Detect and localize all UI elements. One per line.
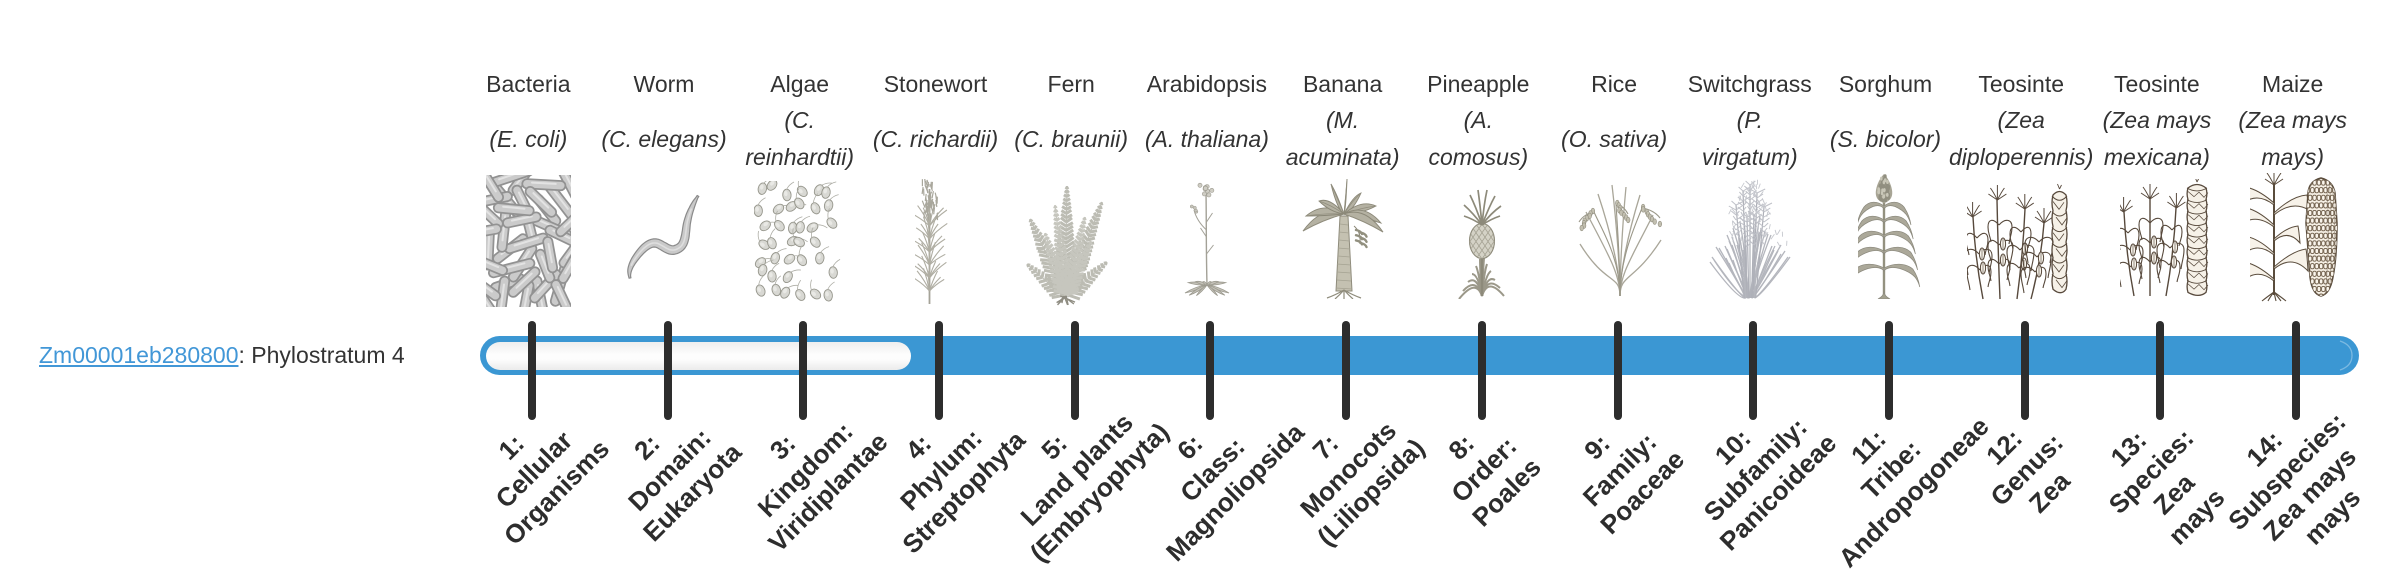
- svg-text:4:Phylum:Streptophyta: 4:Phylum:Streptophyta: [851, 379, 1031, 559]
- svg-text:13:Species:Zeamays: 13:Species:Zeamays: [2080, 400, 2245, 565]
- svg-text:7:Monocots(Liliopsida): 7:Monocots(Liliopsida): [1266, 387, 1431, 552]
- svg-text:3:Kingdom:Viridiplantae: 3:Kingdom:Viridiplantae: [717, 381, 893, 557]
- svg-text:1:CellularOrganisms: 1:CellularOrganisms: [453, 388, 616, 551]
- svg-text:8:Order:Poales: 8:Order:Poales: [1421, 407, 1547, 533]
- svg-text:14:Subspecies:Zea maysmays: 14:Subspecies:Zea maysmays: [2199, 384, 2396, 580]
- svg-text:2:Domain:Eukaryota: 2:Domain:Eukaryota: [592, 391, 748, 547]
- svg-text:9:Family:Poaceae: 9:Family:Poaceae: [1549, 399, 1690, 540]
- svg-text:5:Land plants(Embryophyta): 5:Land plants(Embryophyta): [979, 371, 1175, 567]
- svg-text:10:Subfamily:Panicoideae: 10:Subfamily:Panicoideae: [1668, 383, 1842, 557]
- svg-text:6:Class:Magnoliopsida: 6:Class:Magnoliopsida: [1115, 372, 1311, 568]
